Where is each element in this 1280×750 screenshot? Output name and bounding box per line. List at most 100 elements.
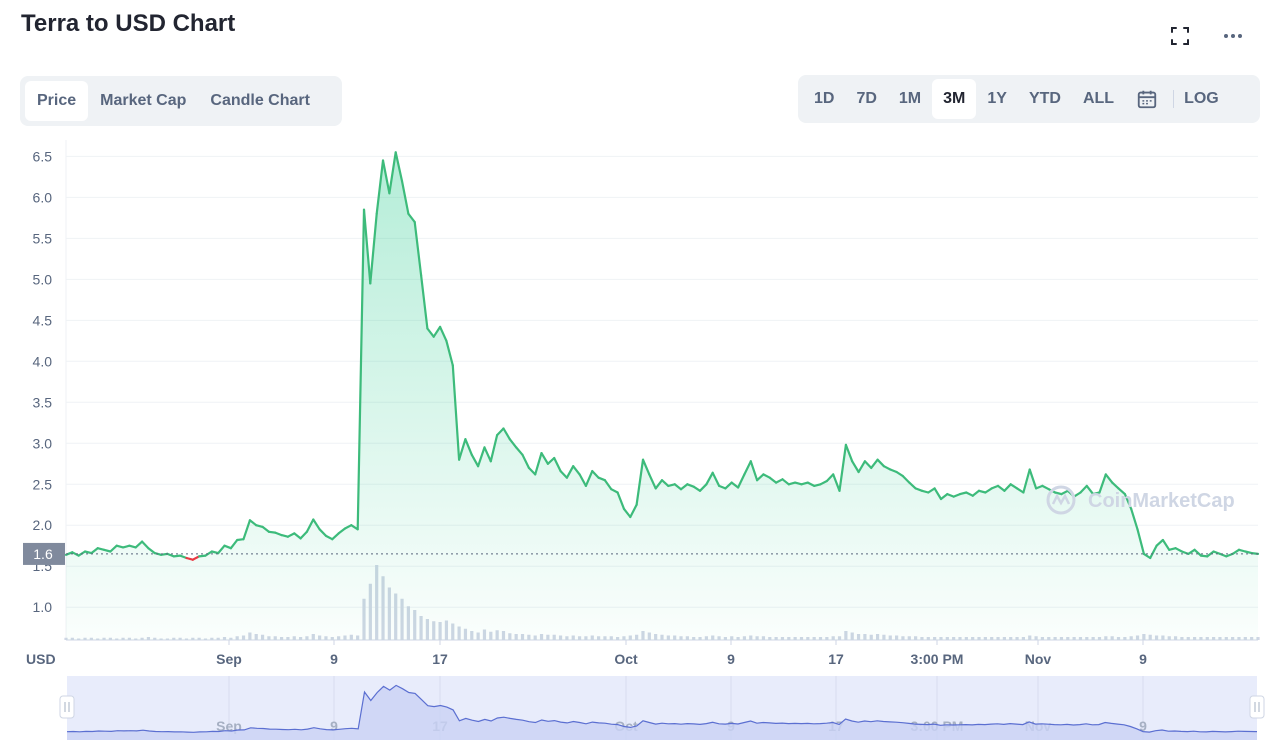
price-line-segment [1028, 468, 1038, 490]
price-line-segment [825, 473, 835, 483]
price-line-segment [806, 481, 816, 487]
calendar-icon[interactable] [1135, 79, 1159, 119]
price-line-segment [546, 456, 556, 465]
x-tick-label: 17 [432, 651, 448, 667]
price-line-segment [1161, 538, 1171, 551]
price-line-segment [109, 544, 118, 553]
time-range-tabs: 1D 7D 1M 3M 1Y YTD ALL LOG [798, 75, 1260, 123]
price-line-segment [400, 179, 410, 215]
tab-price[interactable]: Price [25, 81, 89, 121]
price-line-segment [191, 555, 201, 561]
price-line-segment [946, 493, 955, 498]
price-line-segment [889, 468, 898, 474]
price-line-segment [445, 339, 454, 367]
price-line-segment [299, 530, 308, 540]
price-line-segment [1174, 547, 1184, 553]
price-line-segment [1123, 493, 1133, 510]
price-line-segment [686, 483, 695, 488]
price-line-segment [1155, 538, 1165, 547]
price-line-segment [901, 475, 911, 484]
price-line-segment [343, 524, 353, 530]
price-line-segment [515, 446, 524, 456]
price-line-segment [229, 538, 239, 550]
price-line-segment [426, 327, 435, 338]
price-line-segment [572, 465, 581, 476]
price-line-segment [141, 540, 150, 550]
price-area-fill [66, 152, 1258, 641]
price-line-segment [1187, 548, 1196, 556]
price-line-segment [337, 527, 347, 535]
price-line-segment [331, 532, 340, 541]
price-line-segment [1193, 548, 1203, 557]
range-1y[interactable]: 1Y [987, 90, 1007, 107]
price-line-segment [914, 487, 924, 492]
price-line-segment [223, 544, 232, 550]
current-price-badge [23, 542, 65, 565]
tab-candle-chart[interactable]: Candle Chart [210, 92, 310, 109]
price-line-segment [318, 528, 328, 538]
range-3m[interactable]: 3M [932, 79, 977, 119]
price-line-segment [692, 485, 702, 492]
price-line-segment [603, 479, 613, 491]
price-line-segment [749, 460, 759, 482]
watermark-text: CoinMarketCap [1088, 490, 1235, 512]
price-line-segment [1098, 473, 1107, 494]
price-line-segment [147, 547, 156, 555]
price-line-segment [597, 476, 607, 482]
y-axis-unit: USD [26, 651, 56, 667]
navigator-handle-right[interactable] [1249, 695, 1265, 719]
price-line-segment [857, 460, 867, 474]
price-line-segment [540, 452, 550, 465]
range-7d[interactable]: 7D [856, 90, 877, 107]
price-line-segment [1136, 528, 1146, 556]
price-line-segment [248, 519, 258, 527]
price-line-segment [648, 473, 657, 490]
price-line-segment [388, 151, 397, 195]
log-scale-toggle[interactable]: LOG [1184, 90, 1219, 107]
tab-market-cap[interactable]: Market Cap [100, 92, 187, 109]
price-line-segment [565, 465, 575, 479]
fullscreen-icon[interactable] [1168, 24, 1192, 48]
price-line-segment [736, 473, 746, 489]
range-1m[interactable]: 1M [898, 90, 922, 107]
y-tick-label: 4.5 [33, 312, 53, 328]
price-line-segment [1142, 552, 1152, 560]
price-line-segment [990, 484, 1000, 490]
navigator-handle-left[interactable] [59, 695, 75, 719]
price-line-segment [375, 159, 385, 215]
price-line-segment [261, 525, 270, 533]
price-line-segment [774, 478, 784, 484]
price-line-segment [724, 481, 733, 490]
divider [1173, 90, 1175, 108]
range-all[interactable]: ALL [1082, 90, 1115, 107]
price-line-segment [1231, 548, 1241, 556]
current-price-label: 1.6 [33, 546, 53, 562]
price-line-segment [394, 151, 404, 183]
price-line-segment [705, 471, 714, 486]
y-tick-label: 3.5 [33, 394, 53, 410]
price-line-segment [242, 519, 251, 541]
navigator-tick-label: 9 [330, 718, 338, 734]
price-line-segment [996, 484, 1006, 492]
price-line-segment [204, 550, 213, 557]
price-line-segment [629, 503, 638, 519]
more-options-icon[interactable] [1221, 24, 1245, 48]
y-tick-label: 5.0 [33, 271, 53, 287]
x-tick-label: 3:00 PM [911, 651, 964, 667]
price-line-segment [439, 325, 448, 342]
price-line-segment [420, 274, 429, 330]
price-line-segment [1060, 489, 1069, 496]
price-line-segment [102, 548, 112, 553]
range-1d[interactable]: 1D [814, 90, 835, 107]
watermark-logo [1046, 485, 1076, 515]
range-ytd[interactable]: YTD [1028, 90, 1061, 107]
price-line-segment [895, 470, 905, 478]
price-line-segment [616, 491, 626, 510]
price-line-segment [286, 532, 296, 538]
price-line-segment [464, 438, 473, 456]
y-tick-label: 2.5 [33, 476, 53, 492]
price-line-segment [743, 460, 752, 476]
price-line-segment [483, 446, 492, 463]
price-line-segment [1149, 544, 1158, 560]
